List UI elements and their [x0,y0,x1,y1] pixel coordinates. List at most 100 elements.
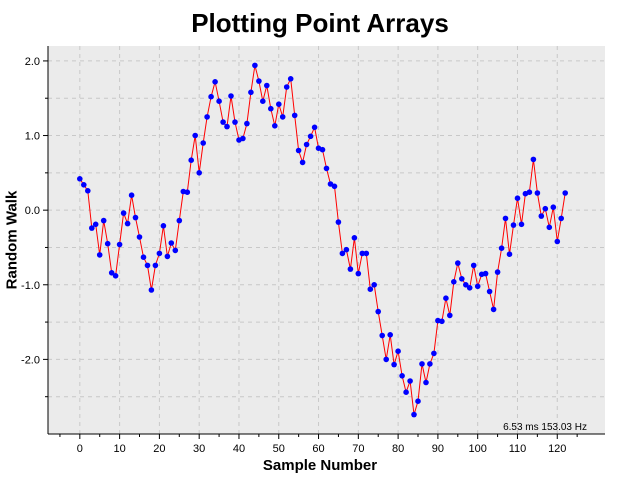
data-point [279,114,286,120]
data-point [256,78,262,84]
data-point [132,214,139,221]
x-axis-label: Sample Number [262,457,378,474]
data-point [562,190,568,196]
x-tick-label: 10 [113,443,125,455]
data-point [220,119,226,125]
data-point [264,82,270,89]
data-point [486,288,493,295]
data-point [311,124,318,131]
data-point [287,76,294,82]
data-point [208,93,214,100]
data-point [399,373,405,379]
data-point [498,245,505,251]
y-tick-label: 0.0 [25,205,40,217]
data-point [431,350,437,357]
x-tick-label: 60 [312,443,324,455]
data-point [550,204,557,210]
data-point [427,361,433,367]
data-point [502,215,509,222]
data-point [347,266,354,272]
data-point [260,98,266,104]
data-point [192,132,198,139]
axes: 0 10 20 30 40 50 60 70 80 90 100 110 120 2.0 1.0 0.0 -1.… [21,56,578,455]
y-tick-label: -2.0 [21,354,40,366]
x-tick-label: 20 [153,443,165,455]
data-point [136,234,143,240]
data-point [419,361,425,367]
x-tick-label: 50 [273,443,285,455]
data-point [299,159,306,166]
data-point [359,250,366,257]
data-point [319,146,326,153]
data-point [156,250,163,257]
data-point [343,246,350,253]
data-point [77,176,83,182]
chart-title: Plotting Point Arrays [191,8,449,38]
data-point [89,225,95,231]
data-point [542,205,549,212]
data-point [224,123,230,130]
data-point [383,356,390,363]
data-point [443,295,449,302]
y-tick-label: -1.0 [21,280,40,292]
data-point [494,269,501,275]
data-point [526,189,533,195]
data-point [104,240,111,247]
data-point [295,147,302,154]
data-point [120,210,127,216]
data-point [152,262,159,269]
data-point [244,120,250,127]
data-point [112,273,119,279]
data-point [184,189,191,195]
data-point [331,183,338,190]
x-tick-label: 100 [469,443,487,455]
data-point [335,219,342,225]
y-tick-label: 2.0 [25,56,40,68]
data-point [538,213,545,219]
data-point [391,361,397,368]
data-point [375,308,382,315]
data-point [463,282,469,288]
data-point [403,389,409,396]
grid [48,46,605,434]
data-point [447,312,453,319]
data-point [387,332,394,338]
data-point [92,221,99,228]
data-point [558,215,564,222]
x-tick-label: 80 [392,443,404,455]
x-tick-label: 30 [193,443,205,455]
data-point [128,192,135,198]
data-point [363,250,370,257]
data-point [291,112,298,119]
data-point [228,93,234,99]
data-point [212,79,218,85]
data-point [371,282,378,288]
data-point [474,283,481,290]
data-point [451,279,457,285]
data-point [490,306,497,313]
data-point [200,140,206,146]
data-point [554,238,561,245]
data-point [546,224,553,231]
timing-annotation: 6.53 ms 153.03 Hz [503,422,587,433]
data-point [144,262,151,269]
data-point [124,220,131,227]
series-markers [77,62,568,418]
data-point [355,270,362,277]
data-point [407,378,413,384]
plot-area [48,46,605,434]
data-point [283,84,290,90]
data-point [276,101,282,107]
data-point [216,98,222,104]
data-point [196,170,202,176]
data-point [470,262,477,269]
data-point [415,398,421,405]
data-point [108,270,115,276]
data-point [459,276,465,282]
data-point [482,270,489,277]
data-point [188,157,194,163]
x-tick-label: 120 [548,443,566,455]
data-point [168,240,175,246]
data-point [172,247,179,254]
